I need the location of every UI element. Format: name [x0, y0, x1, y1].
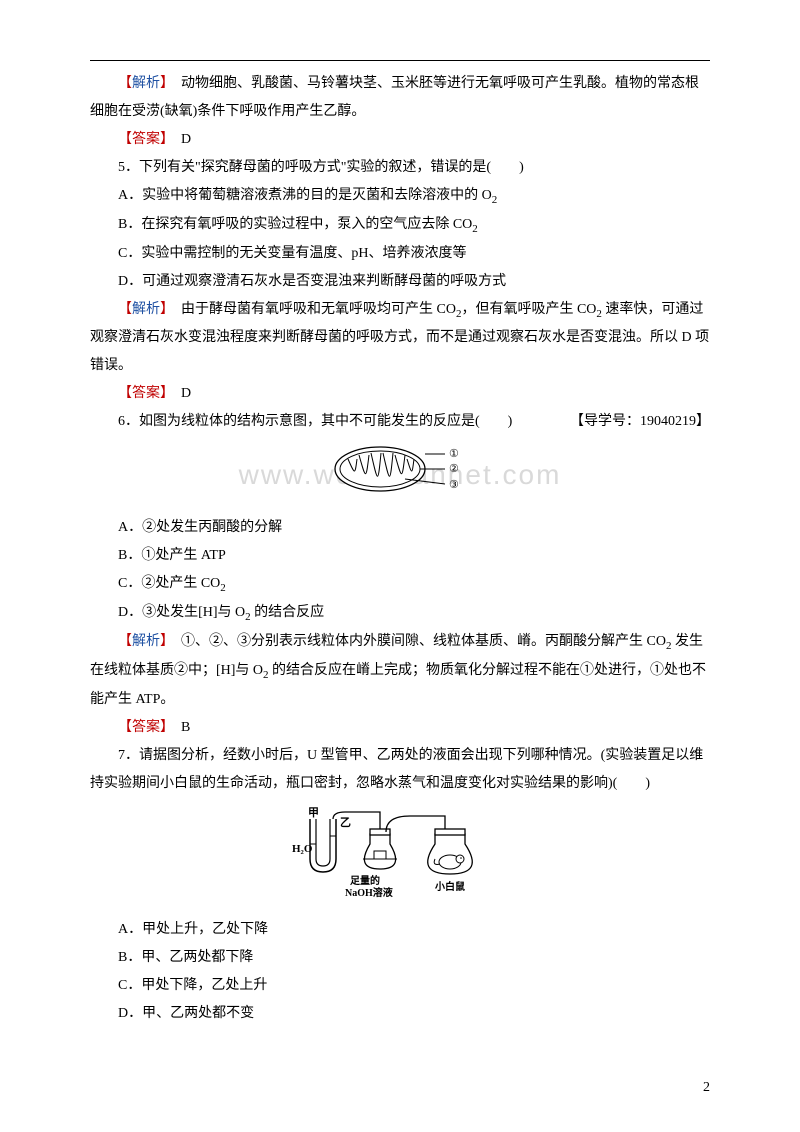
- q6-analysis: 【解析】 ①、②、③分别表示线粒体内外膜间隙、线粒体基质、嵴。丙酮酸分解产生 C…: [90, 628, 710, 714]
- q7-stem: 7．请据图分析，经数小时后，U 型管甲、乙两处的液面会出现下列哪种情况。(实验装…: [90, 742, 710, 798]
- q6-option-c: C．②处产生 CO2: [90, 570, 710, 599]
- q5-stem: 5．下列有关"探究酵母菌的呼吸方式"实验的叙述，错误的是( ): [90, 154, 710, 182]
- answer-paragraph: 【答案】 D: [90, 126, 710, 154]
- svg-text:乙: 乙: [340, 816, 351, 829]
- q6-option-d: D．③处发生[H]与 O2 的结合反应: [90, 599, 710, 628]
- analysis-paragraph: 【解析】 动物细胞、乳酸菌、马铃薯块茎、玉米胚等进行无氧呼吸可产生乳酸。植物的常…: [90, 70, 710, 126]
- q7-option-d: D．甲、乙两处都不变: [90, 1000, 710, 1028]
- apparatus-svg: 甲 乙 H₂O 足量的 NaOH溶液 小白鼠: [290, 804, 510, 899]
- top-horizontal-rule: [90, 60, 710, 61]
- svg-text:H₂O: H₂O: [292, 843, 313, 855]
- q5-answer: 【答案】 D: [90, 380, 710, 408]
- apparatus-figure: 甲 乙 H₂O 足量的 NaOH溶液 小白鼠: [90, 804, 710, 910]
- mito-label-2: ②: [449, 463, 459, 475]
- mitochondria-svg: ① ② ③: [325, 442, 475, 497]
- q7-option-c: C．甲处下降，乙处上升: [90, 972, 710, 1000]
- svg-text:NaOH溶液: NaOH溶液: [345, 886, 393, 899]
- q7-option-a: A．甲处上升，乙处下降: [90, 916, 710, 944]
- svg-text:甲: 甲: [308, 806, 319, 819]
- q6-option-b: B．①处产生 ATP: [90, 542, 710, 570]
- svg-text:足量的: 足量的: [350, 874, 380, 887]
- q5-option-b: B．在探究有氧呼吸的实验过程中，泵入的空气应去除 CO2: [90, 211, 710, 240]
- q7-option-b: B．甲、乙两处都下降: [90, 944, 710, 972]
- q6-stem: 6．如图为线粒体的结构示意图，其中不可能发生的反应是( )【导学号：190402…: [90, 408, 710, 436]
- q5-option-c: C．实验中需控制的无关变量有温度、pH、培养液浓度等: [90, 240, 710, 268]
- q6-answer: 【答案】 B: [90, 714, 710, 742]
- q5-option-d: D．可通过观察澄清石灰水是否变混浊来判断酵母菌的呼吸方式: [90, 268, 710, 296]
- svg-text:小白鼠: 小白鼠: [434, 880, 465, 893]
- page-number: 2: [703, 1074, 710, 1102]
- guide-number: 【导学号：19040219】: [542, 408, 710, 436]
- mitochondria-figure: www.weizhuannet.com ① ② ③: [90, 442, 710, 508]
- q5-option-a: A．实验中将葡萄糖溶液煮沸的目的是灭菌和去除溶液中的 O2: [90, 182, 710, 211]
- mito-label-3: ③: [449, 479, 459, 491]
- q5-analysis: 【解析】 由于酵母菌有氧呼吸和无氧呼吸均可产生 CO2，但有氧呼吸产生 CO2 …: [90, 296, 710, 381]
- mito-label-1: ①: [449, 448, 459, 460]
- q6-option-a: A．②处发生丙酮酸的分解: [90, 514, 710, 542]
